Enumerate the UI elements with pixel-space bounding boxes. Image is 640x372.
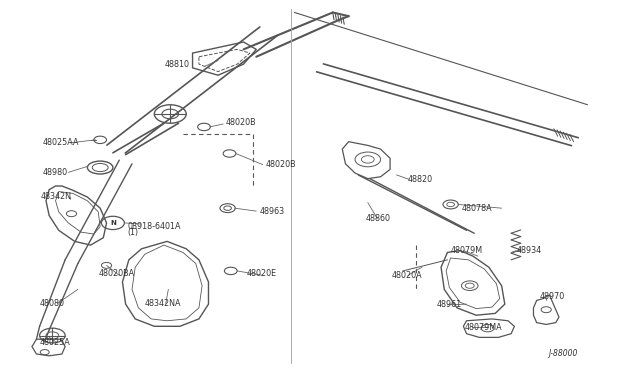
Text: 08918-6401A: 08918-6401A [127,222,181,231]
Text: 48079M: 48079M [451,246,483,255]
Text: 48961: 48961 [436,300,461,310]
Text: 48934: 48934 [516,246,541,255]
Text: 48963: 48963 [259,206,285,216]
Text: 48342NA: 48342NA [145,299,181,308]
Text: 48020B: 48020B [226,118,256,127]
Text: 48080: 48080 [40,299,65,308]
Text: 48025A: 48025A [40,339,70,347]
Text: 48020BA: 48020BA [99,269,134,278]
Text: 48020A: 48020A [392,271,422,280]
Text: 48079MA: 48079MA [465,323,502,331]
Text: 48820: 48820 [408,175,433,184]
Text: 48020B: 48020B [266,160,296,169]
Text: 48342N: 48342N [41,192,72,201]
Text: 48020E: 48020E [246,269,277,278]
Text: 48025AA: 48025AA [43,138,79,147]
Text: N: N [110,220,116,226]
Text: 48078A: 48078A [462,203,493,213]
Text: 48860: 48860 [366,214,391,223]
Text: (1): (1) [127,228,139,237]
Text: 48810: 48810 [164,60,189,70]
Text: 48980: 48980 [43,168,68,177]
Text: J-88000: J-88000 [548,349,578,358]
Text: 48970: 48970 [540,292,565,301]
